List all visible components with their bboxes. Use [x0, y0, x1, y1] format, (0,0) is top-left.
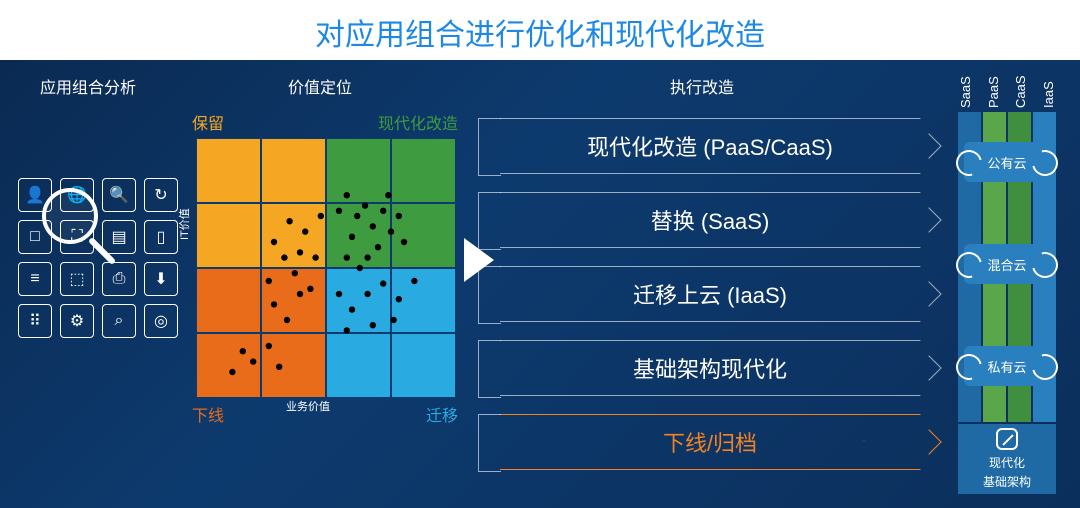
stack-base: 现代化 基础架构	[958, 424, 1056, 494]
action-2: 迁移上云 (IaaS)	[500, 266, 920, 322]
col-header-positioning: 价值定位	[288, 74, 352, 98]
stack-label-saas: SaaS	[958, 64, 973, 108]
analysis-icon-2: 🔍	[102, 178, 136, 212]
link-icon	[996, 428, 1018, 450]
stack-base-line1: 现代化	[989, 454, 1025, 471]
analysis-icon-6: ▤	[102, 220, 136, 254]
analysis-icon-grid: 👤🌐🔍↻ □⛶▤▯ ≡⬚⎙⬇ ⠿⚙⌕◎	[18, 178, 178, 338]
analysis-icon-0: 👤	[18, 178, 52, 212]
deployment-stack: SaaS PaaS CaaS IaaS 公有云混合云私有云 现代化 基础架构	[952, 64, 1062, 494]
col-header-analysis: 应用组合分析	[40, 74, 136, 98]
action-3: 基础架构现代化	[500, 340, 920, 396]
quadrant-chart: 保留 现代化改造 下线 迁移	[190, 110, 460, 426]
cloud-chip-0: 公有云	[964, 142, 1050, 182]
analysis-icon-8: ≡	[18, 262, 52, 296]
analysis-icon-5: ⛶	[60, 220, 94, 254]
col-header-execution: 执行改造	[670, 74, 734, 98]
analysis-icon-1: 🌐	[60, 178, 94, 212]
quadrant-y-axis-label: IT价值	[176, 208, 192, 240]
stack-label-iaas: IaaS	[1041, 64, 1056, 108]
action-0: 现代化改造 (PaaS/CaaS)	[500, 118, 920, 174]
stack-service-labels: SaaS PaaS CaaS IaaS	[952, 64, 1062, 108]
page-title: 对应用组合进行优化和现代化改造	[0, 0, 1080, 60]
analysis-icon-10: ⎙	[102, 262, 136, 296]
analysis-icon-3: ↻	[144, 178, 178, 212]
quadrant-label-br: 迁移	[426, 402, 458, 426]
quadrant-scatter	[196, 138, 456, 398]
analysis-icon-15: ◎	[144, 304, 178, 338]
cloud-chip-2: 私有云	[964, 346, 1050, 386]
quadrant-x-axis-label: 业务价值	[286, 398, 330, 414]
analysis-icon-11: ⬇	[144, 262, 178, 296]
analysis-icon-7: ▯	[144, 220, 178, 254]
stack-label-caas: CaaS	[1013, 64, 1028, 108]
quadrant-label-tr: 现代化改造	[378, 110, 458, 134]
cloud-chip-1: 混合云	[964, 244, 1050, 284]
action-4: 下线/归档	[500, 414, 920, 470]
analysis-icon-9: ⬚	[60, 262, 94, 296]
analysis-icon-12: ⠿	[18, 304, 52, 338]
diagram-canvas: 应用组合分析 价值定位 执行改造 👤🌐🔍↻ □⛶▤▯ ≡⬚⎙⬇ ⠿⚙⌕◎ 保留 现代化…	[0, 60, 1080, 508]
action-1: 替换 (SaaS)	[500, 192, 920, 248]
analysis-icon-13: ⚙	[60, 304, 94, 338]
quadrant-label-tl: 保留	[192, 110, 224, 134]
action-list: 现代化改造 (PaaS/CaaS) 替换 (SaaS) 迁移上云 (IaaS) 基础架…	[500, 118, 920, 470]
stack-base-line2: 基础架构	[983, 473, 1031, 490]
stack-label-paas: PaaS	[986, 64, 1001, 108]
quadrant-label-bl: 下线	[192, 402, 224, 426]
analysis-icon-14: ⌕	[102, 304, 136, 338]
analysis-icon-4: □	[18, 220, 52, 254]
